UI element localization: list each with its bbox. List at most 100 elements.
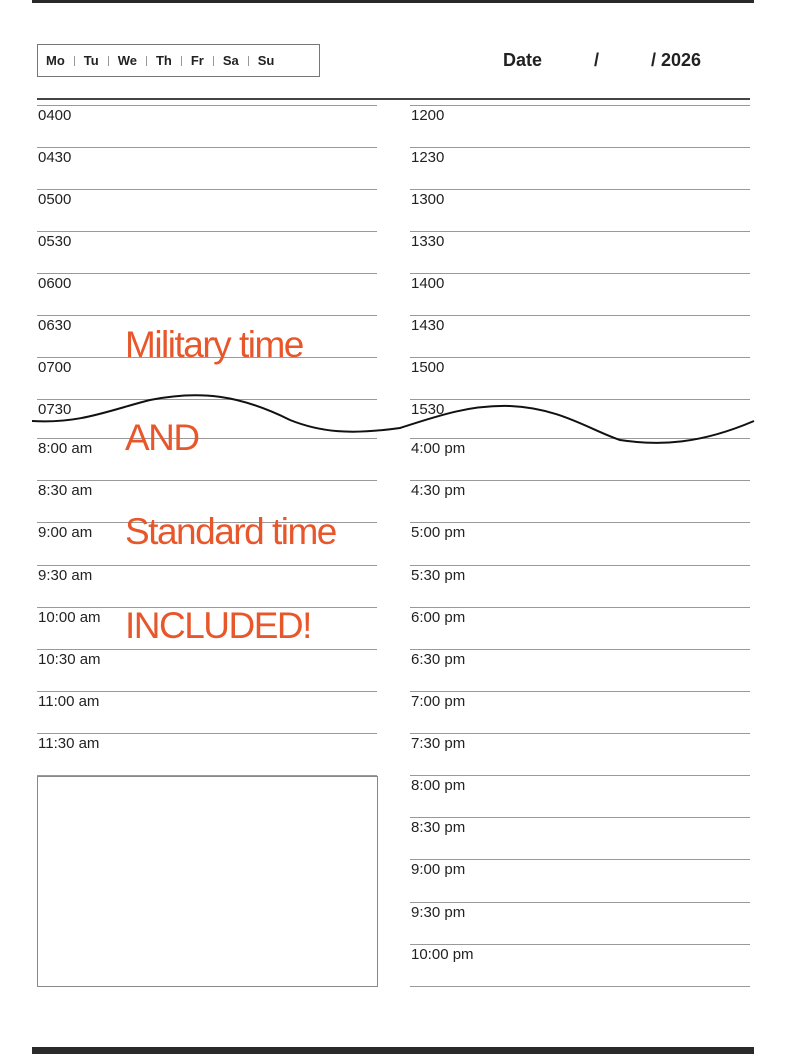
- time-label: 11:30 am: [38, 735, 100, 752]
- time-label: 0430: [38, 149, 72, 166]
- header-rule: [37, 98, 750, 100]
- time-row-line: [37, 522, 377, 523]
- weekday-mo[interactable]: Mo: [46, 53, 65, 68]
- time-row-line: [37, 775, 377, 776]
- time-label: 5:00 pm: [411, 524, 466, 541]
- weekday-separator: [107, 55, 109, 66]
- time-label: 8:30 pm: [411, 819, 466, 836]
- time-row-line: [410, 691, 750, 692]
- time-label: 0600: [38, 275, 72, 292]
- time-row-line: [410, 399, 750, 400]
- time-label: 7:30 pm: [411, 735, 466, 752]
- time-label: 10:00 pm: [411, 946, 474, 963]
- time-row-line: [410, 480, 750, 481]
- time-label: 5:30 pm: [411, 567, 466, 584]
- time-label: 4:30 pm: [411, 482, 466, 499]
- time-row-line: [410, 565, 750, 566]
- time-label: 9:30 am: [38, 567, 93, 584]
- top-border: [32, 0, 754, 3]
- weekday-separator: [180, 55, 182, 66]
- promo-line-2: AND: [125, 417, 200, 458]
- time-row-line: [37, 565, 377, 566]
- time-label: 8:00 am: [38, 440, 93, 457]
- time-row-line: [410, 273, 750, 274]
- time-row-line: [37, 189, 377, 190]
- time-label: 0500: [38, 191, 72, 208]
- time-label: 1200: [411, 107, 445, 124]
- weekday-separator: [212, 55, 214, 66]
- time-row-line: [37, 480, 377, 481]
- time-label: 1230: [411, 149, 445, 166]
- time-row-line: [37, 649, 377, 650]
- time-row-line: [37, 357, 377, 358]
- time-row-line: [37, 438, 377, 439]
- time-label: 9:30 pm: [411, 904, 466, 921]
- time-row-line: [410, 649, 750, 650]
- time-row-line: [37, 231, 377, 232]
- weekday-separator: [73, 55, 75, 66]
- time-row-line: [410, 315, 750, 316]
- time-row-line: [410, 817, 750, 818]
- weekday-we[interactable]: We: [117, 53, 137, 68]
- time-label: 1330: [411, 233, 445, 250]
- time-row-line: [410, 944, 750, 945]
- time-label: 1530: [411, 401, 445, 418]
- time-label: 9:00 pm: [411, 861, 466, 878]
- time-label: 0730: [38, 401, 72, 418]
- time-row-line: [410, 189, 750, 190]
- time-row-line: [37, 147, 377, 148]
- time-label: 1430: [411, 317, 445, 334]
- time-label: 1300: [411, 191, 445, 208]
- time-row-line: [410, 357, 750, 358]
- time-label: 0700: [38, 359, 72, 376]
- time-label: 6:00 pm: [411, 609, 466, 626]
- weekday-separator: [145, 55, 147, 66]
- time-row-line: [37, 733, 377, 734]
- time-label: 0400: [38, 107, 72, 124]
- time-row-line: [37, 691, 377, 692]
- weekday-sa[interactable]: Sa: [222, 53, 239, 68]
- weekday-selector: Mo Tu We Th Fr Sa Su: [37, 44, 320, 77]
- time-row-line: [410, 105, 750, 106]
- promo-line-4: INCLUDED!: [125, 605, 312, 646]
- time-row-line: [37, 273, 377, 274]
- time-label: 0530: [38, 233, 72, 250]
- time-row-line: [37, 399, 377, 400]
- time-row-line: [410, 775, 750, 776]
- time-label: 1400: [411, 275, 445, 292]
- time-row-line: [410, 902, 750, 903]
- time-row-line: [410, 147, 750, 148]
- time-label: 9:00 am: [38, 524, 93, 541]
- weekday-fr[interactable]: Fr: [190, 53, 204, 68]
- time-label: 11:00 am: [38, 693, 100, 710]
- date-separator: /: [594, 50, 600, 70]
- weekday-th[interactable]: Th: [155, 53, 172, 68]
- time-row-line: [410, 986, 750, 987]
- time-label: 8:00 pm: [411, 777, 466, 794]
- time-row-line: [410, 522, 750, 523]
- time-label: 6:30 pm: [411, 651, 466, 668]
- time-row-line: [37, 315, 377, 316]
- time-label: 7:00 pm: [411, 693, 466, 710]
- time-row-line: [410, 438, 750, 439]
- bottom-border: [32, 1047, 754, 1054]
- time-row-line: [410, 859, 750, 860]
- weekday-su[interactable]: Su: [257, 53, 275, 68]
- time-label: 10:00 am: [38, 609, 101, 626]
- time-row-line: [37, 105, 377, 106]
- promo-line-1: Military time: [125, 324, 304, 365]
- time-row-line: [37, 607, 377, 608]
- time-label: 10:30 am: [38, 651, 101, 668]
- notes-box[interactable]: [37, 776, 378, 987]
- time-row-line: [410, 607, 750, 608]
- time-row-line: [410, 231, 750, 232]
- date-year: / 2026: [651, 50, 702, 70]
- time-label: 1500: [411, 359, 445, 376]
- date-label: Date: [503, 50, 543, 70]
- time-label: 0630: [38, 317, 72, 334]
- time-label: 4:00 pm: [411, 440, 466, 457]
- time-label: 8:30 am: [38, 482, 93, 499]
- weekday-tu[interactable]: Tu: [83, 53, 99, 68]
